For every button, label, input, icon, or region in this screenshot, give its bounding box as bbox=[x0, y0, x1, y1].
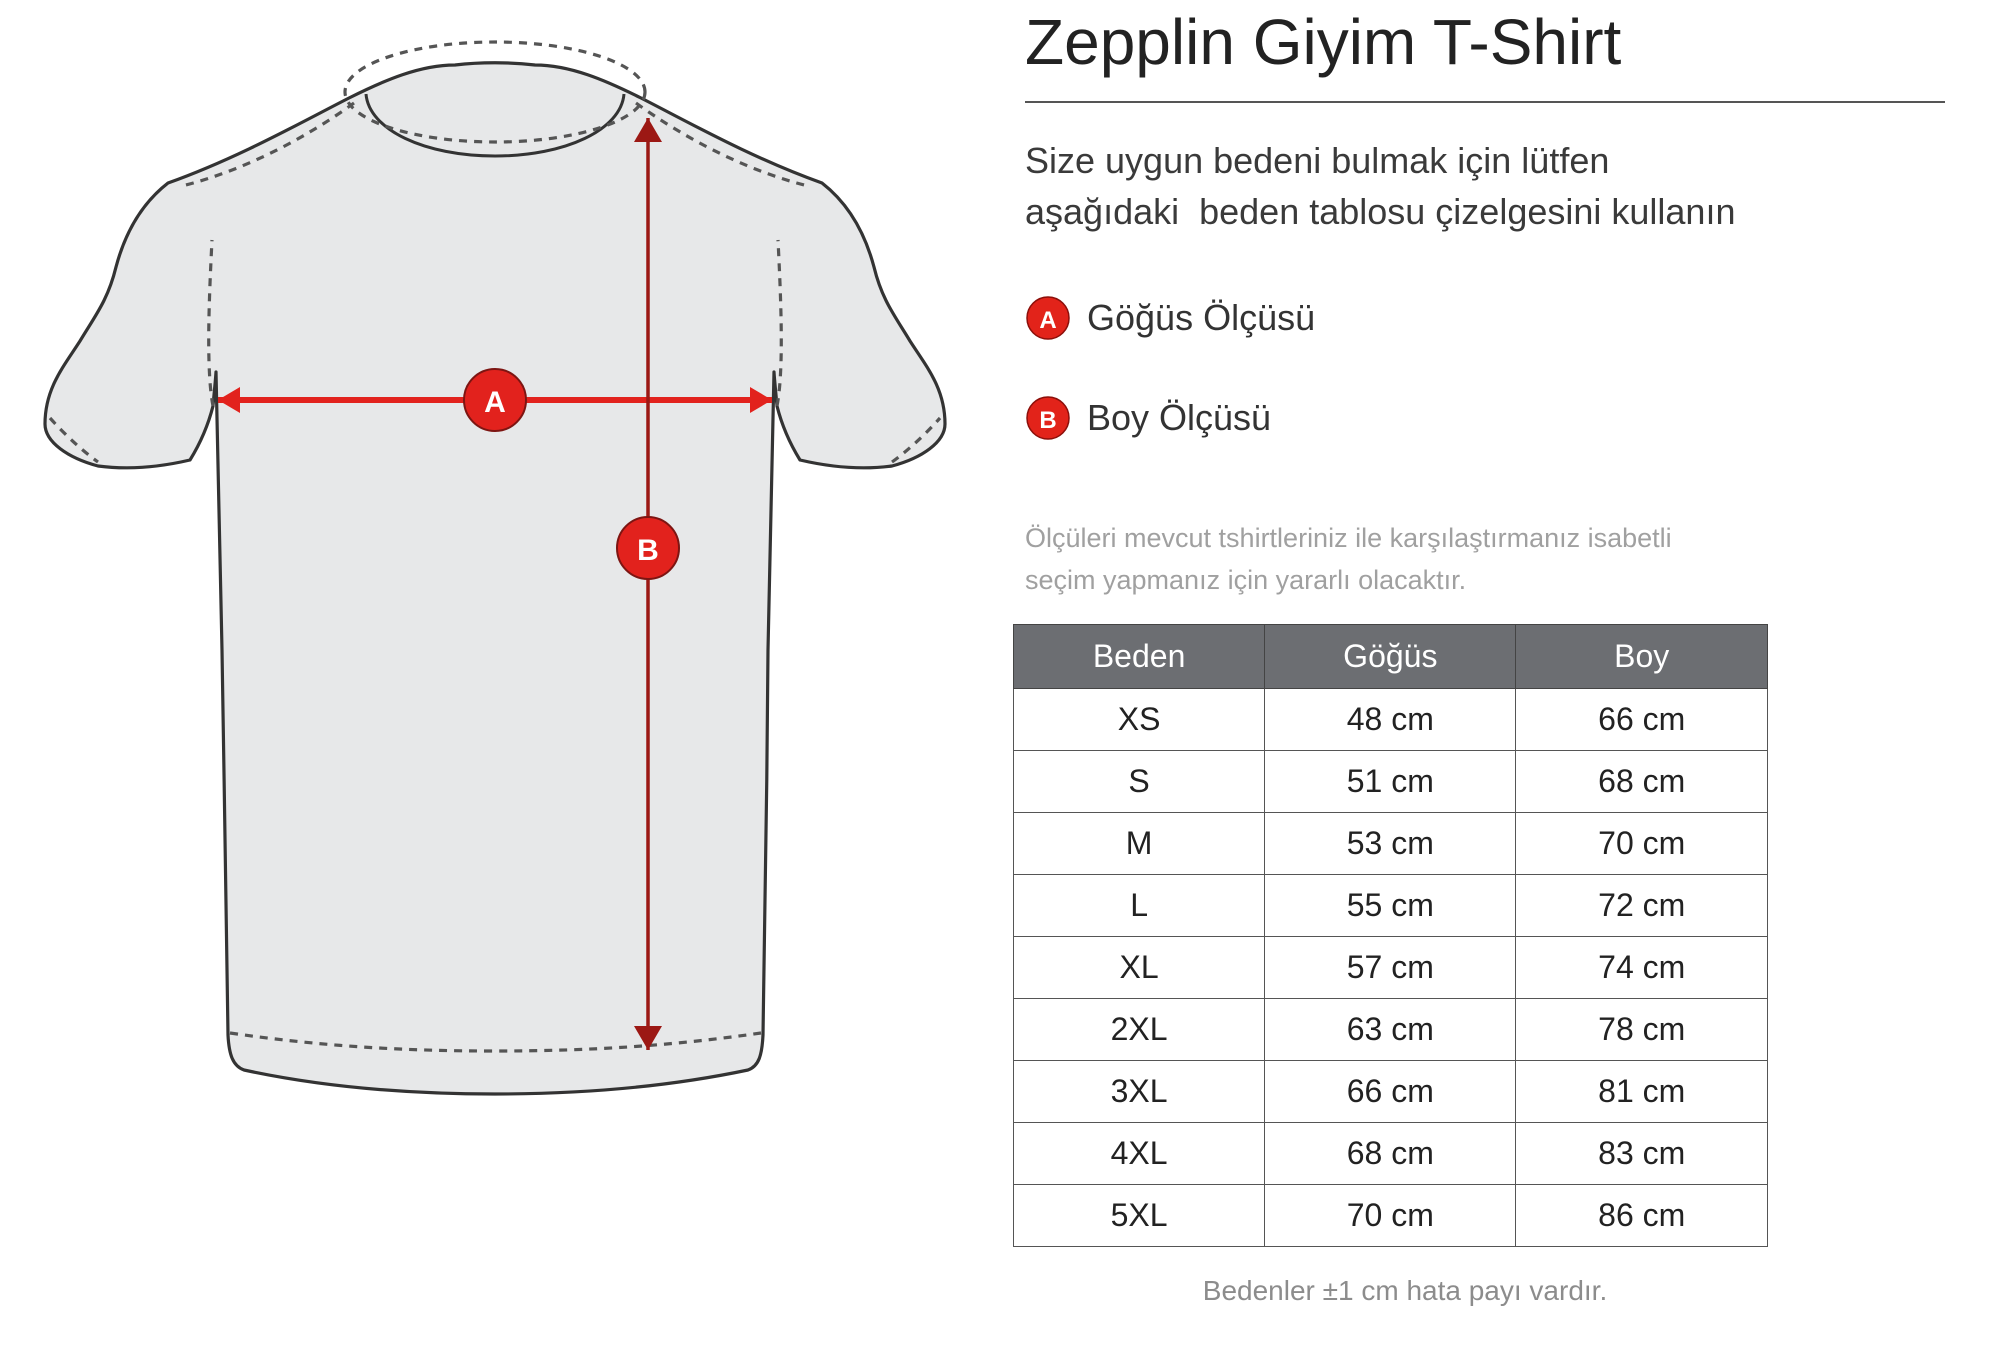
svg-text:B: B bbox=[1039, 407, 1056, 434]
svg-text:A: A bbox=[484, 386, 506, 419]
svg-text:B: B bbox=[637, 534, 659, 567]
svg-text:A: A bbox=[1039, 307, 1056, 334]
